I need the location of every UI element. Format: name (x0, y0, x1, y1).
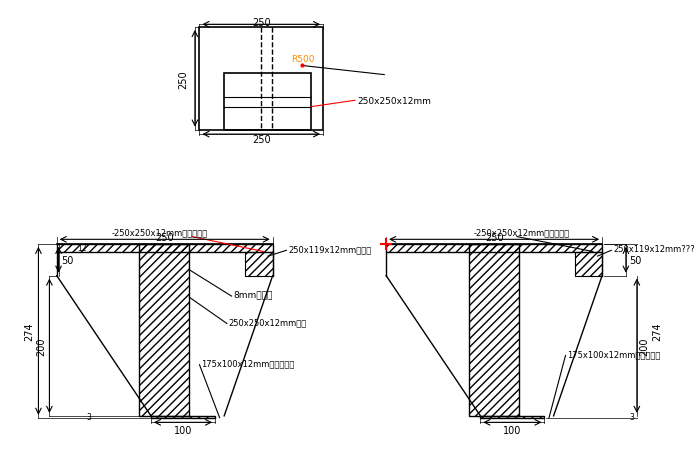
Text: R500: R500 (291, 55, 314, 64)
Text: 250: 250 (178, 70, 188, 88)
Bar (386, 244, 602, 252)
Text: 175x100x12mm牛腿下盖板: 175x100x12mm牛腿下盖板 (201, 359, 295, 368)
Bar (574, 252, 602, 276)
Text: 250: 250 (485, 232, 503, 242)
Text: 50: 50 (629, 255, 641, 265)
Bar (151, 416, 215, 418)
Bar (468, 244, 519, 416)
Text: 250x119x12mm???: 250x119x12mm??? (613, 244, 695, 253)
Text: 274: 274 (652, 322, 662, 340)
Bar (386, 244, 602, 252)
Text: 3: 3 (86, 412, 91, 421)
Text: 3: 3 (630, 412, 635, 421)
Bar (139, 244, 190, 416)
Bar (480, 416, 544, 418)
Text: 175x100x12mm牛腿下盖板: 175x100x12mm牛腿下盖板 (567, 349, 661, 359)
Text: 50: 50 (61, 255, 74, 265)
Bar (245, 252, 273, 276)
Text: 250x250x12mm腹板: 250x250x12mm腹板 (229, 318, 307, 326)
Bar (199, 28, 323, 130)
Text: 274: 274 (24, 322, 34, 340)
Text: 12: 12 (77, 244, 87, 253)
Bar (468, 244, 519, 416)
Text: 250x250x12mm: 250x250x12mm (357, 96, 431, 106)
Bar (151, 416, 215, 418)
Text: 250: 250 (155, 232, 174, 242)
Text: 200: 200 (36, 337, 46, 355)
Text: -250x250x12mm牛腿上盖板: -250x250x12mm牛腿上盖板 (112, 228, 208, 237)
Text: 250x119x12mm加劲板: 250x119x12mm加劲板 (289, 244, 372, 253)
Bar (56, 244, 273, 252)
Text: 200: 200 (639, 337, 649, 355)
Bar (224, 74, 311, 130)
Bar (574, 252, 602, 276)
Text: 250: 250 (252, 134, 270, 144)
Bar (480, 416, 544, 418)
Bar (139, 244, 190, 416)
Text: 100: 100 (503, 425, 521, 435)
Bar (245, 252, 273, 276)
Text: 8mm厚满焊: 8mm厚满焊 (233, 290, 273, 299)
Text: 250: 250 (252, 18, 270, 28)
Text: -250x250x12mm牛腿上盖板: -250x250x12mm牛腿上盖板 (473, 228, 569, 237)
Bar (56, 244, 273, 252)
Text: 100: 100 (174, 425, 192, 435)
